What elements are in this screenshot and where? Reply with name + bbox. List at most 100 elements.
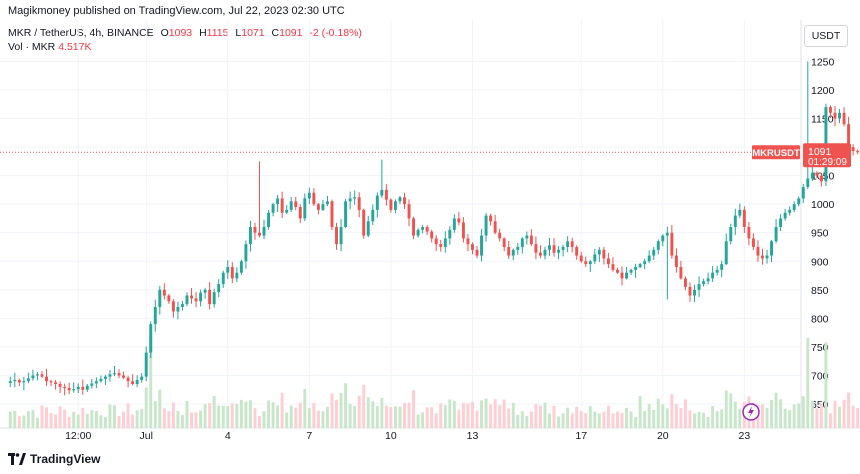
volume-bar bbox=[520, 411, 524, 428]
volume-bar bbox=[643, 410, 647, 428]
candle-body bbox=[393, 201, 397, 210]
candle-body bbox=[729, 227, 733, 242]
volume-bar bbox=[670, 394, 674, 428]
volume-bar bbox=[493, 399, 497, 428]
volume-value: 4.517K bbox=[58, 41, 92, 53]
volume-bar bbox=[733, 401, 737, 428]
volume-bar bbox=[67, 416, 71, 428]
candle-body bbox=[325, 201, 329, 205]
candle-body bbox=[806, 178, 810, 188]
candle-body bbox=[76, 386, 80, 390]
currency-button[interactable]: USDT bbox=[804, 25, 848, 47]
candle-body bbox=[13, 380, 17, 382]
volume-bar bbox=[158, 389, 162, 428]
volume-bar bbox=[439, 403, 443, 428]
volume-bar bbox=[529, 411, 533, 428]
lightning-icon[interactable] bbox=[742, 403, 760, 421]
volume-bar bbox=[398, 406, 402, 428]
candle-body bbox=[561, 246, 565, 250]
volume-bar bbox=[461, 402, 465, 428]
volume-bar bbox=[815, 408, 819, 428]
candle-body bbox=[103, 376, 107, 379]
candle-body bbox=[747, 227, 751, 239]
volume-label[interactable]: Vol · MKR bbox=[8, 41, 56, 53]
candle-body bbox=[779, 218, 783, 228]
candle-body bbox=[22, 381, 26, 383]
close-value: 1091 bbox=[279, 27, 303, 39]
candle-body bbox=[647, 255, 651, 262]
volume-bar bbox=[516, 414, 520, 428]
x-tick-label: 17 bbox=[575, 430, 587, 442]
candle-body bbox=[792, 204, 796, 210]
y-tick-label: 900 bbox=[811, 256, 829, 268]
x-tick-label: 4 bbox=[225, 430, 231, 442]
candle-body bbox=[715, 269, 719, 273]
candle-body bbox=[8, 381, 12, 383]
volume-bar bbox=[171, 402, 175, 428]
candle-body bbox=[815, 172, 819, 176]
publish-header-text: Magikmoney published on TradingView.com,… bbox=[8, 5, 345, 17]
volume-bar bbox=[253, 408, 257, 428]
volume-bar bbox=[724, 390, 728, 428]
volume-bar bbox=[8, 411, 12, 428]
volume-bar bbox=[466, 403, 470, 428]
candle-body bbox=[153, 306, 157, 325]
y-tick-label: 1250 bbox=[811, 56, 835, 68]
volume-bar bbox=[729, 393, 733, 428]
volume-bar bbox=[847, 392, 851, 428]
volume-bar bbox=[824, 342, 828, 428]
volume-bar bbox=[480, 400, 484, 428]
volume-bar bbox=[244, 401, 248, 428]
volume-bar bbox=[217, 405, 221, 428]
candle-body bbox=[194, 298, 198, 302]
candle-body bbox=[149, 324, 153, 353]
y-tick-label: 1150 bbox=[811, 114, 834, 126]
candle-body bbox=[49, 381, 53, 383]
volume-bar bbox=[543, 402, 547, 428]
volume-bar bbox=[810, 400, 814, 428]
high-value: 1115 bbox=[206, 27, 229, 39]
candle-body bbox=[525, 235, 529, 239]
y-tick-label: 1000 bbox=[811, 199, 835, 211]
candle-body bbox=[534, 244, 538, 253]
candle-body bbox=[258, 232, 261, 236]
candle-body bbox=[289, 201, 293, 210]
candle-body bbox=[203, 289, 207, 293]
volume-bar bbox=[389, 407, 393, 428]
volume-bar bbox=[738, 408, 742, 428]
symbol-label[interactable]: MKR / TetherUS, 4h, BINANCE bbox=[8, 27, 154, 39]
volume-bar bbox=[801, 396, 805, 428]
candle-body bbox=[643, 261, 647, 265]
candle-body bbox=[575, 246, 579, 256]
volume-bar bbox=[258, 415, 261, 428]
volume-bar bbox=[561, 413, 565, 428]
volume-bar bbox=[403, 403, 406, 428]
volume-bar bbox=[54, 414, 58, 428]
volume-bar bbox=[203, 404, 207, 428]
volume-bar bbox=[833, 400, 837, 428]
candle-body bbox=[285, 209, 289, 213]
volume-bar bbox=[625, 407, 629, 428]
y-tick-label: 700 bbox=[811, 370, 829, 382]
volume-bar bbox=[103, 417, 107, 428]
candle-body bbox=[670, 232, 674, 256]
candle-body bbox=[307, 192, 311, 199]
candle-body bbox=[113, 373, 116, 375]
candle-body bbox=[131, 381, 135, 385]
y-tick-label: 950 bbox=[811, 228, 829, 240]
volume-bar bbox=[697, 411, 701, 428]
volume-bar bbox=[180, 415, 184, 428]
volume-bar bbox=[489, 404, 493, 428]
volume-bar bbox=[674, 403, 678, 428]
candle-body bbox=[108, 374, 112, 377]
volume-bar bbox=[185, 400, 189, 428]
volume-bar bbox=[715, 411, 719, 428]
volume-bar bbox=[538, 405, 542, 428]
candle-body bbox=[140, 376, 144, 381]
volume-bar bbox=[425, 407, 429, 428]
volume-bar bbox=[656, 398, 660, 428]
volume-bar bbox=[149, 336, 153, 428]
candle-body bbox=[738, 209, 742, 216]
volume-bar bbox=[475, 410, 479, 428]
